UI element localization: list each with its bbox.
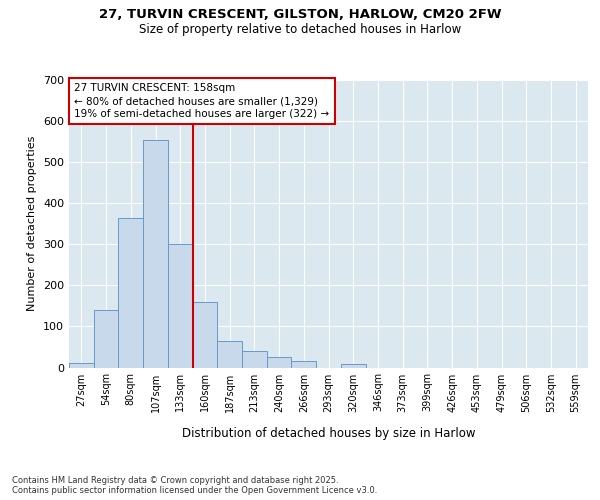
- Bar: [143, 140, 168, 368]
- Bar: [267, 357, 292, 368]
- Text: Contains HM Land Registry data © Crown copyright and database right 2025.
Contai: Contains HM Land Registry data © Crown c…: [12, 476, 377, 495]
- Bar: [193, 302, 217, 368]
- Bar: [217, 341, 242, 367]
- Text: Distribution of detached houses by size in Harlow: Distribution of detached houses by size …: [182, 428, 476, 440]
- Y-axis label: Number of detached properties: Number of detached properties: [28, 136, 37, 312]
- Bar: [168, 244, 193, 368]
- Bar: [118, 218, 143, 368]
- Text: 27 TURVIN CRESCENT: 158sqm
← 80% of detached houses are smaller (1,329)
19% of s: 27 TURVIN CRESCENT: 158sqm ← 80% of deta…: [74, 83, 329, 120]
- Bar: [69, 364, 94, 368]
- Bar: [292, 362, 316, 368]
- Bar: [341, 364, 365, 368]
- Text: 27, TURVIN CRESCENT, GILSTON, HARLOW, CM20 2FW: 27, TURVIN CRESCENT, GILSTON, HARLOW, CM…: [99, 8, 501, 20]
- Text: Size of property relative to detached houses in Harlow: Size of property relative to detached ho…: [139, 22, 461, 36]
- Bar: [94, 310, 118, 368]
- Bar: [242, 351, 267, 368]
